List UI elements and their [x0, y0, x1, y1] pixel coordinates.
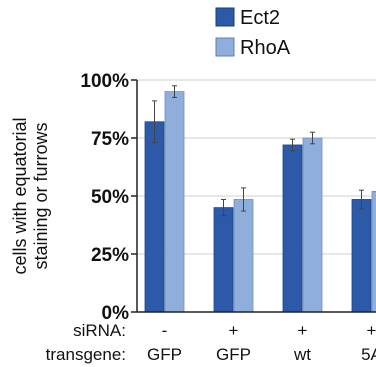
y-axis-label-line-2: staining or furrows	[31, 122, 51, 269]
bar-ect2-3	[282, 144, 303, 313]
y-tick-label: 75%	[91, 129, 129, 150]
y-tick-label: 100%	[80, 71, 129, 92]
bar-ect2-1	[144, 121, 165, 313]
y-tick-label: 25%	[91, 245, 129, 266]
legend-label-ect2: Ect2	[240, 7, 280, 29]
transgene-value-4: 5A	[361, 345, 376, 364]
bar-ect2-2	[213, 207, 234, 313]
siRNA-row-label: siRNA:	[73, 321, 126, 340]
y-tick-label: 50%	[91, 187, 129, 208]
condition-rows: - + + + GFP GFP wt 5A	[147, 321, 376, 364]
bars	[144, 91, 376, 313]
siRNA-value-1: -	[162, 321, 168, 340]
legend-swatch-rhoa	[215, 37, 235, 57]
bar-rhoa-1	[164, 91, 185, 313]
y-axis-ticks: 0% 25% 50% 75% 100%	[80, 71, 137, 324]
transgene-value-3: wt	[293, 345, 311, 364]
legend-swatch-ect2	[215, 7, 235, 27]
siRNA-value-3: +	[298, 321, 308, 340]
transgene-row-label: transgene:	[46, 345, 126, 364]
legend: Ect2 RhoA	[215, 7, 291, 59]
bar-rhoa-2	[233, 199, 254, 313]
transgene-value-1: GFP	[147, 345, 182, 364]
y-tick-label: 0%	[102, 303, 130, 324]
y-axis-label-line-1: cells with equatorial	[10, 117, 30, 274]
transgene-value-2: GFP	[216, 345, 251, 364]
legend-label-rhoa: RhoA	[240, 37, 291, 59]
bar-ect2-4	[351, 199, 372, 313]
bar-rhoa-3	[302, 137, 323, 313]
siRNA-value-2: +	[229, 321, 239, 340]
bar-rhoa-4	[371, 190, 376, 313]
y-axis-label: cells with equatorial staining or furrow…	[10, 117, 51, 274]
siRNA-value-4: +	[367, 321, 376, 340]
error-bars	[152, 85, 364, 217]
